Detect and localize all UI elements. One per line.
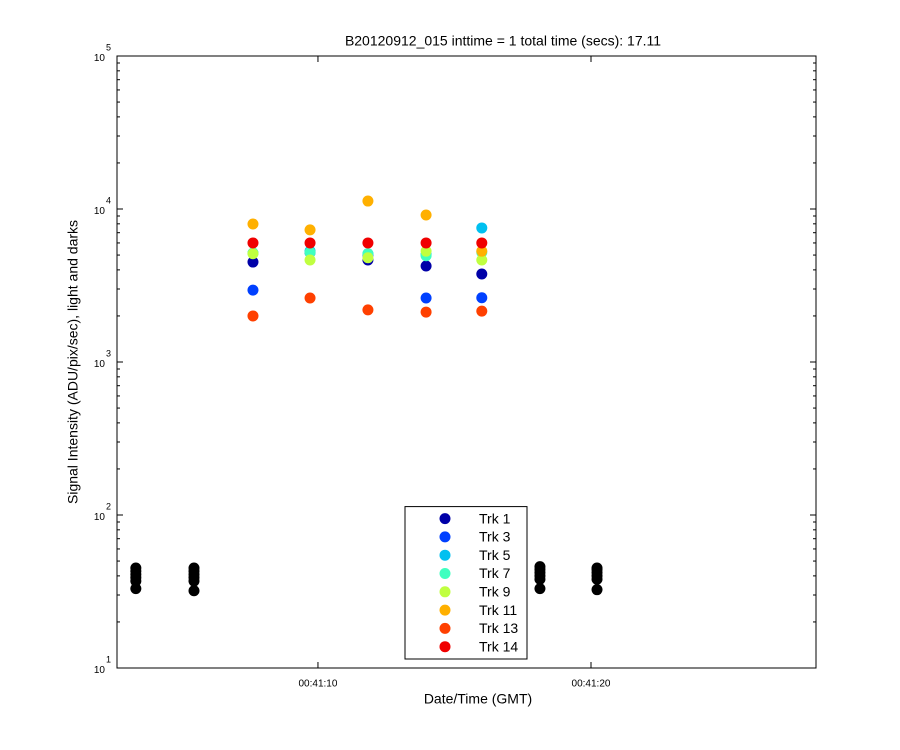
- data-point: [247, 218, 259, 230]
- y-tick-base: 10: [94, 53, 106, 64]
- legend-box: [404, 506, 528, 660]
- data-point: [304, 254, 316, 266]
- data-point: [591, 584, 603, 596]
- legend-label: Trk 11: [479, 602, 517, 618]
- data-point: [304, 237, 316, 249]
- y-axis-label: Signal Intensity (ADU/pix/sec), light an…: [65, 220, 81, 504]
- data-point: [130, 562, 142, 574]
- y-tick-label: 10: [94, 359, 106, 370]
- data-point: [476, 268, 488, 280]
- legend-marker: [439, 604, 451, 616]
- data-point: [130, 583, 142, 595]
- data-point: [362, 304, 374, 316]
- data-point: [362, 237, 374, 249]
- y-tick-exponent: 2: [106, 501, 111, 511]
- data-point: [304, 246, 316, 258]
- data-point: [420, 260, 432, 272]
- y-tick-exponent: 3: [106, 348, 111, 358]
- data-point: [188, 562, 200, 574]
- x-tick-label: 00:41:20: [572, 679, 611, 690]
- data-point: [476, 222, 488, 234]
- legend-label: Trk 13: [479, 620, 518, 636]
- data-point: [476, 237, 488, 249]
- data-point: [247, 310, 259, 322]
- y-tick-label: 10: [94, 53, 106, 64]
- legend-marker: [439, 531, 451, 543]
- x-tick-label: 00:41:10: [298, 679, 337, 690]
- data-point: [247, 284, 259, 296]
- legend-marker: [439, 513, 451, 525]
- x-axis-label: Date/Time (GMT): [424, 691, 532, 707]
- data-point: [362, 195, 374, 207]
- data-point: [420, 209, 432, 221]
- data-point: [304, 292, 316, 304]
- data-point: [362, 252, 374, 264]
- legend-label: Trk 9: [479, 584, 511, 600]
- legend-label: Trk 5: [479, 547, 511, 563]
- data-point: [476, 305, 488, 317]
- legend-label: Trk 1: [479, 510, 511, 526]
- data-point: [247, 248, 259, 260]
- chart-title: B20120912_015 inttime = 1 total time (se…: [345, 33, 661, 49]
- legend-label: Trk 7: [479, 565, 511, 581]
- legend-marker: [439, 549, 451, 561]
- data-point: [534, 561, 546, 573]
- data-point: [420, 292, 432, 304]
- legend-label: Trk 14: [479, 638, 518, 654]
- data-point: [304, 224, 316, 236]
- data-point: [420, 237, 432, 249]
- data-point: [247, 237, 259, 249]
- data-point: [534, 583, 546, 595]
- y-tick-exponent: 4: [106, 195, 111, 205]
- y-tick-base: 10: [94, 665, 106, 676]
- data-point: [476, 254, 488, 266]
- y-tick-base: 10: [94, 512, 106, 523]
- legend-label: Trk 3: [479, 529, 511, 545]
- legend-marker: [439, 622, 451, 634]
- legend-marker: [439, 586, 451, 598]
- data-point: [420, 245, 432, 257]
- data-point: [591, 562, 603, 574]
- legend-marker: [439, 641, 451, 653]
- y-tick-label: 10: [94, 665, 106, 676]
- y-tick-exponent: 1: [106, 654, 111, 664]
- legend-marker: [439, 568, 451, 579]
- data-point: [476, 292, 488, 304]
- y-tick-base: 10: [94, 206, 106, 217]
- y-tick-exponent: 5: [106, 42, 111, 52]
- data-point: [420, 306, 432, 318]
- y-tick-label: 10: [94, 512, 106, 523]
- y-tick-label: 10: [94, 206, 106, 217]
- data-point: [476, 245, 488, 257]
- data-point: [188, 585, 200, 597]
- data-point: [247, 256, 259, 268]
- y-tick-base: 10: [94, 359, 106, 370]
